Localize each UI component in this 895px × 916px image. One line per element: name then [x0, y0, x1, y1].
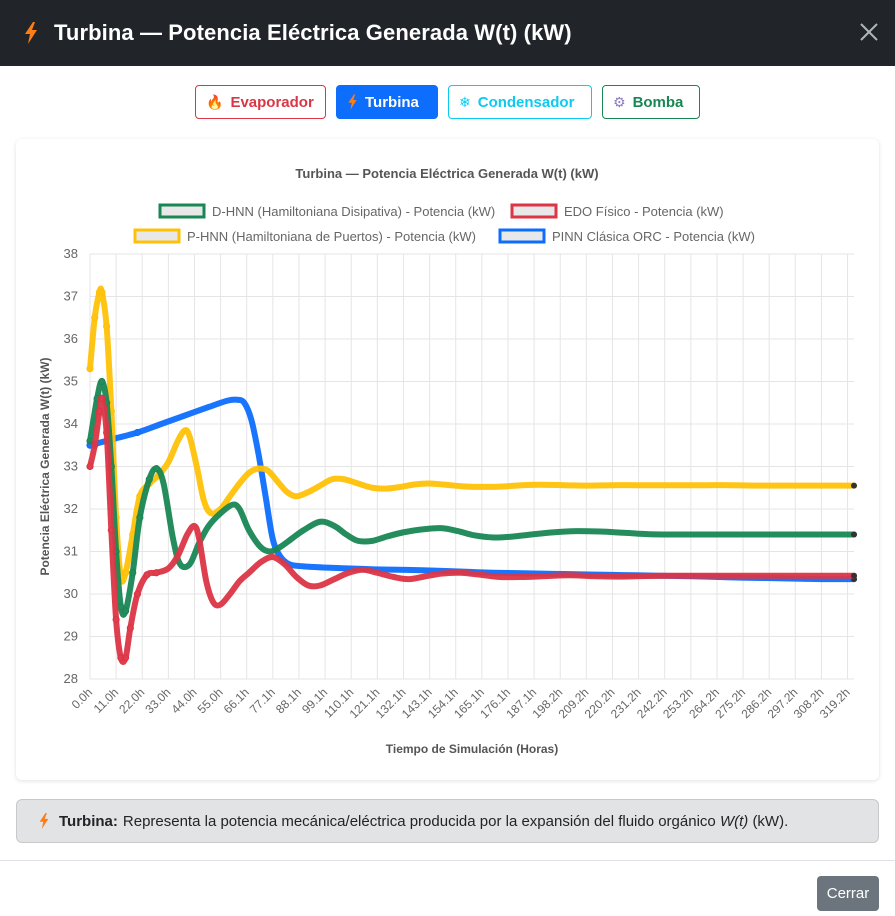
data-point — [133, 590, 142, 598]
data-point — [103, 322, 111, 330]
x-tick-label: 44.0h — [168, 685, 199, 716]
data-point — [143, 571, 151, 579]
series-line — [87, 378, 857, 618]
close-icon[interactable] — [857, 20, 881, 44]
modal-header: Turbina — Potencia Eléctrica Generada W(… — [0, 0, 895, 66]
x-tick-label: 22.0h — [116, 685, 147, 716]
y-tick-label: 28 — [64, 671, 78, 686]
y-tick-label: 31 — [64, 544, 78, 559]
legend-swatch — [498, 228, 546, 244]
y-tick-label: 32 — [64, 501, 78, 516]
tab-label: Bomba — [632, 93, 684, 111]
series-end-point — [851, 531, 857, 538]
snowflake-icon: ❄ — [459, 93, 471, 110]
legend-label: EDO Físico - Potencia (kW) — [564, 204, 724, 219]
x-tick-label: 55.0h — [195, 685, 226, 716]
x-tick-label: 88.1h — [273, 685, 304, 716]
y-tick-label: 30 — [64, 586, 78, 601]
data-point — [86, 365, 94, 373]
info-alert: Turbina: Representa la potencia mecánica… — [16, 799, 879, 843]
power-line-chart: Turbina — Potencia Eléctrica Generada W(… — [38, 166, 857, 756]
y-tick-label: 37 — [64, 289, 78, 304]
info-unit: (kW). — [752, 812, 789, 830]
x-tick-label: 77.1h — [247, 685, 278, 716]
series-line — [87, 285, 857, 585]
data-point — [86, 462, 94, 471]
tab-label: Turbina — [365, 93, 419, 111]
modal-footer: Cerrar — [0, 860, 895, 916]
tab-condensador[interactable]: ❄ Condensador — [448, 85, 592, 119]
x-tick-label: 0.0h — [69, 685, 95, 711]
y-tick-label: 35 — [64, 374, 78, 389]
data-point — [117, 654, 125, 662]
y-tick-label: 34 — [64, 416, 78, 431]
data-point — [152, 569, 161, 577]
info-label: Turbina: — [59, 812, 118, 830]
legend-label: PINN Clásica ORC - Potencia (kW) — [552, 229, 755, 244]
fire-icon: 🔥 — [206, 93, 224, 110]
bolt-icon — [39, 813, 49, 829]
legend-swatch — [158, 203, 206, 219]
legend-label: P-HNN (Hamiltoniana de Puertos) - Potenc… — [187, 229, 476, 244]
legend-swatch — [510, 203, 558, 219]
tab-bomba[interactable]: ⚙ Bomba — [602, 85, 700, 119]
bolt-icon — [348, 94, 357, 110]
chart-card: Turbina — Potencia Eléctrica Generada W(… — [16, 139, 879, 780]
x-tick-label: 319.2h — [817, 685, 853, 721]
tab-turbina[interactable]: Turbina — [336, 85, 438, 119]
gear-icon: ⚙ — [613, 93, 626, 110]
data-point — [95, 288, 104, 296]
chart-title: Turbina — Potencia Eléctrica Generada W(… — [295, 166, 598, 181]
close-button[interactable]: Cerrar — [817, 876, 879, 911]
modal-title: Turbina — Potencia Eléctrica Generada W(… — [54, 20, 572, 45]
data-point — [152, 465, 161, 473]
component-tabs: 🔥 Evaporador Turbina ❄ Condensador ⚙ Bom… — [0, 66, 895, 119]
tab-label: Condensador — [477, 93, 575, 111]
y-tick-label: 33 — [64, 459, 78, 474]
y-tick-label: 38 — [64, 246, 78, 261]
data-point — [98, 377, 106, 386]
data-point — [121, 654, 130, 662]
x-tick-label: 33.0h — [142, 685, 173, 716]
info-formula: W(t) — [719, 812, 749, 830]
series-end-point — [851, 572, 857, 579]
data-point — [91, 441, 99, 449]
x-axis-label: Tiempo de Simulación (Horas) — [386, 742, 558, 756]
data-point — [112, 615, 120, 624]
data-point — [91, 314, 99, 322]
tab-evaporador[interactable]: 🔥 Evaporador — [195, 85, 326, 119]
data-point — [103, 428, 111, 437]
data-point — [121, 607, 130, 615]
x-tick-label: 66.1h — [221, 685, 252, 716]
y-axis-label: Potencia Eléctrica Generada W(t) (kW) — [38, 357, 52, 575]
tab-label: Evaporador — [230, 93, 314, 111]
data-point — [129, 569, 137, 577]
legend-label: D-HNN (Hamiltoniana Disipativa) - Potenc… — [212, 204, 495, 219]
data-point — [133, 428, 142, 437]
y-tick-label: 29 — [64, 629, 78, 644]
data-point — [98, 288, 106, 296]
legend-swatch — [133, 228, 181, 244]
data-point — [107, 526, 115, 534]
x-tick-label: 11.0h — [91, 685, 122, 716]
y-tick-label: 36 — [64, 331, 78, 346]
data-point — [145, 475, 153, 483]
series-end-point — [851, 482, 857, 489]
data-point — [98, 394, 106, 403]
data-point — [126, 624, 134, 632]
info-text: Representa la potencia mecánica/eléctric… — [122, 812, 716, 830]
bolt-icon — [25, 22, 37, 44]
data-point — [136, 513, 144, 522]
data-point — [95, 407, 104, 415]
data-point — [121, 569, 130, 577]
